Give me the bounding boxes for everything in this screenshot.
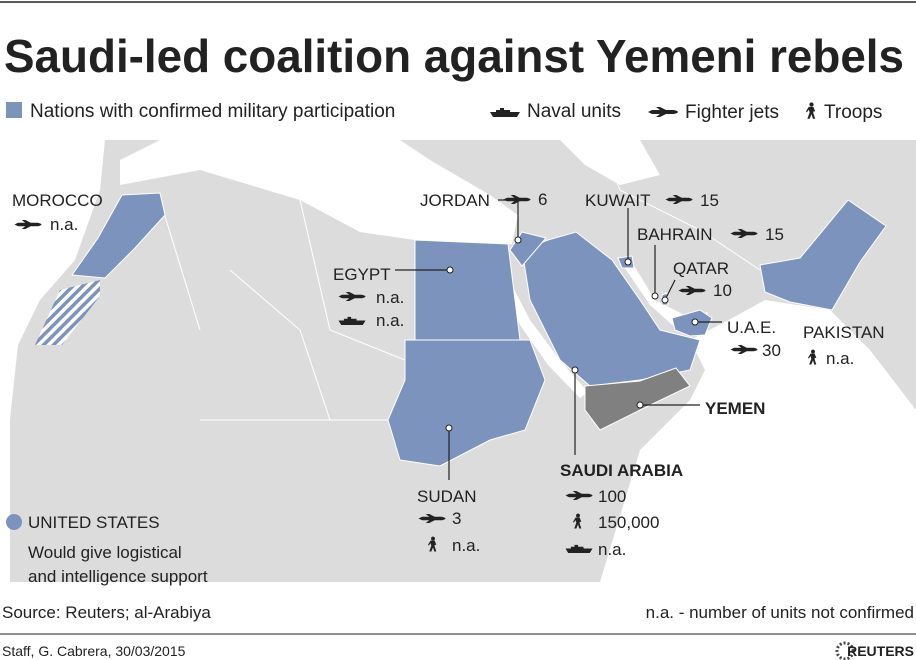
black-sea (560, 140, 660, 185)
legend-troops: Troops (824, 102, 882, 123)
us-marker (6, 514, 22, 530)
country-name: JORDAN (420, 191, 490, 210)
jets-value: 10 (713, 281, 732, 300)
troops-value: n.a. (452, 536, 480, 555)
brand-logo (835, 641, 855, 660)
leaders (395, 199, 722, 480)
note: n.a. - number of units not confirmed (646, 603, 914, 622)
credit: Staff, G. Cabrera, 30/03/2015 (2, 643, 186, 659)
troop-icon (806, 102, 816, 119)
legend-participation: Nations with confirmed military particip… (30, 101, 395, 122)
country-name: EGYPT (333, 265, 391, 284)
country-name: U.A.E. (727, 318, 776, 337)
saudi-arabia (521, 231, 701, 387)
us-note: Would give logistical (28, 543, 182, 562)
source: Source: Reuters; al-Arabiya (2, 603, 211, 622)
arabian-sea (600, 300, 916, 582)
brand: REUTERS (847, 643, 914, 659)
ship-icon (490, 108, 520, 117)
persian-gulf (618, 258, 708, 332)
us-name: UNITED STATES (28, 513, 160, 532)
jets-value: 6 (538, 190, 547, 209)
jets-value: n.a. (376, 288, 404, 307)
country-name: MOROCCO (12, 191, 103, 210)
troops-value: 150,000 (598, 513, 659, 532)
mediterranean (120, 140, 518, 244)
country-name: YEMEN (705, 399, 765, 418)
jets-value: 15 (765, 225, 784, 244)
jet-icon (648, 107, 678, 117)
yemen (584, 367, 691, 431)
borders (159, 139, 761, 421)
naval-value: n.a. (598, 540, 626, 559)
country-name: SAUDI ARABIA (560, 461, 683, 480)
legend-jets: Fighter jets (685, 102, 779, 123)
jets-value: 100 (598, 487, 626, 506)
jets-value: 30 (762, 341, 781, 360)
legend-swatch (6, 102, 22, 118)
country-name: PAKISTAN (803, 323, 885, 342)
country-name: BAHRAIN (637, 225, 713, 244)
troops-value: n.a. (826, 349, 854, 368)
western-sahara (35, 280, 100, 345)
country-name: QATAR (673, 259, 729, 278)
country-name: KUWAIT (585, 191, 650, 210)
morocco (71, 192, 166, 279)
jets-value: 3 (452, 509, 461, 528)
jets-value: 15 (700, 191, 719, 210)
title: Saudi-led coalition against Yemeni rebel… (4, 30, 904, 82)
naval-value: n.a. (376, 311, 404, 330)
sudan (387, 339, 546, 467)
jets-value: n.a. (50, 215, 78, 234)
legend-naval: Naval units (527, 101, 621, 122)
egypt (414, 239, 521, 341)
atlantic (10, 140, 105, 420)
us-note: and intelligence support (28, 567, 208, 586)
pakistan (759, 199, 887, 311)
country-name: SUDAN (417, 487, 477, 506)
